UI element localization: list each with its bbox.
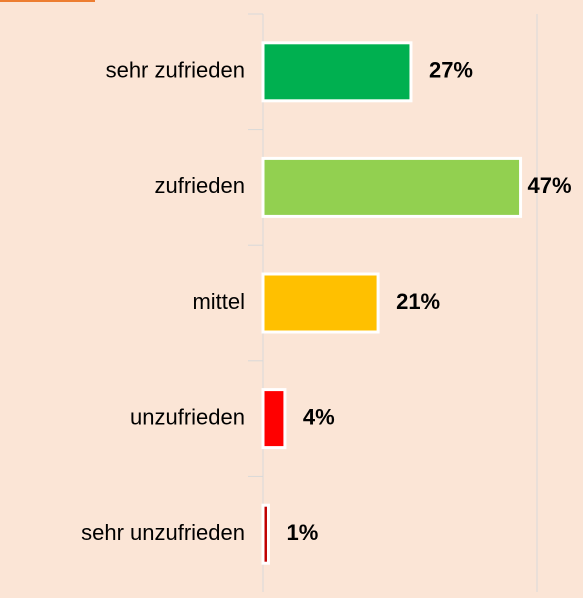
bar [261,388,287,450]
value-label: 27% [429,58,473,83]
category-label: sehr unzufrieden [81,520,245,545]
value-label: 1% [286,520,318,545]
category-label: sehr zufrieden [106,58,245,83]
bar [261,272,380,334]
bar [261,503,270,565]
value-label: 47% [528,173,572,198]
bar [261,156,523,218]
category-label: unzufrieden [130,404,245,429]
category-label: mittel [192,289,245,314]
value-label: 21% [396,289,440,314]
category-label: zufrieden [154,173,245,198]
value-label: 4% [303,404,335,429]
bar [261,41,413,103]
top-border [0,0,95,2]
